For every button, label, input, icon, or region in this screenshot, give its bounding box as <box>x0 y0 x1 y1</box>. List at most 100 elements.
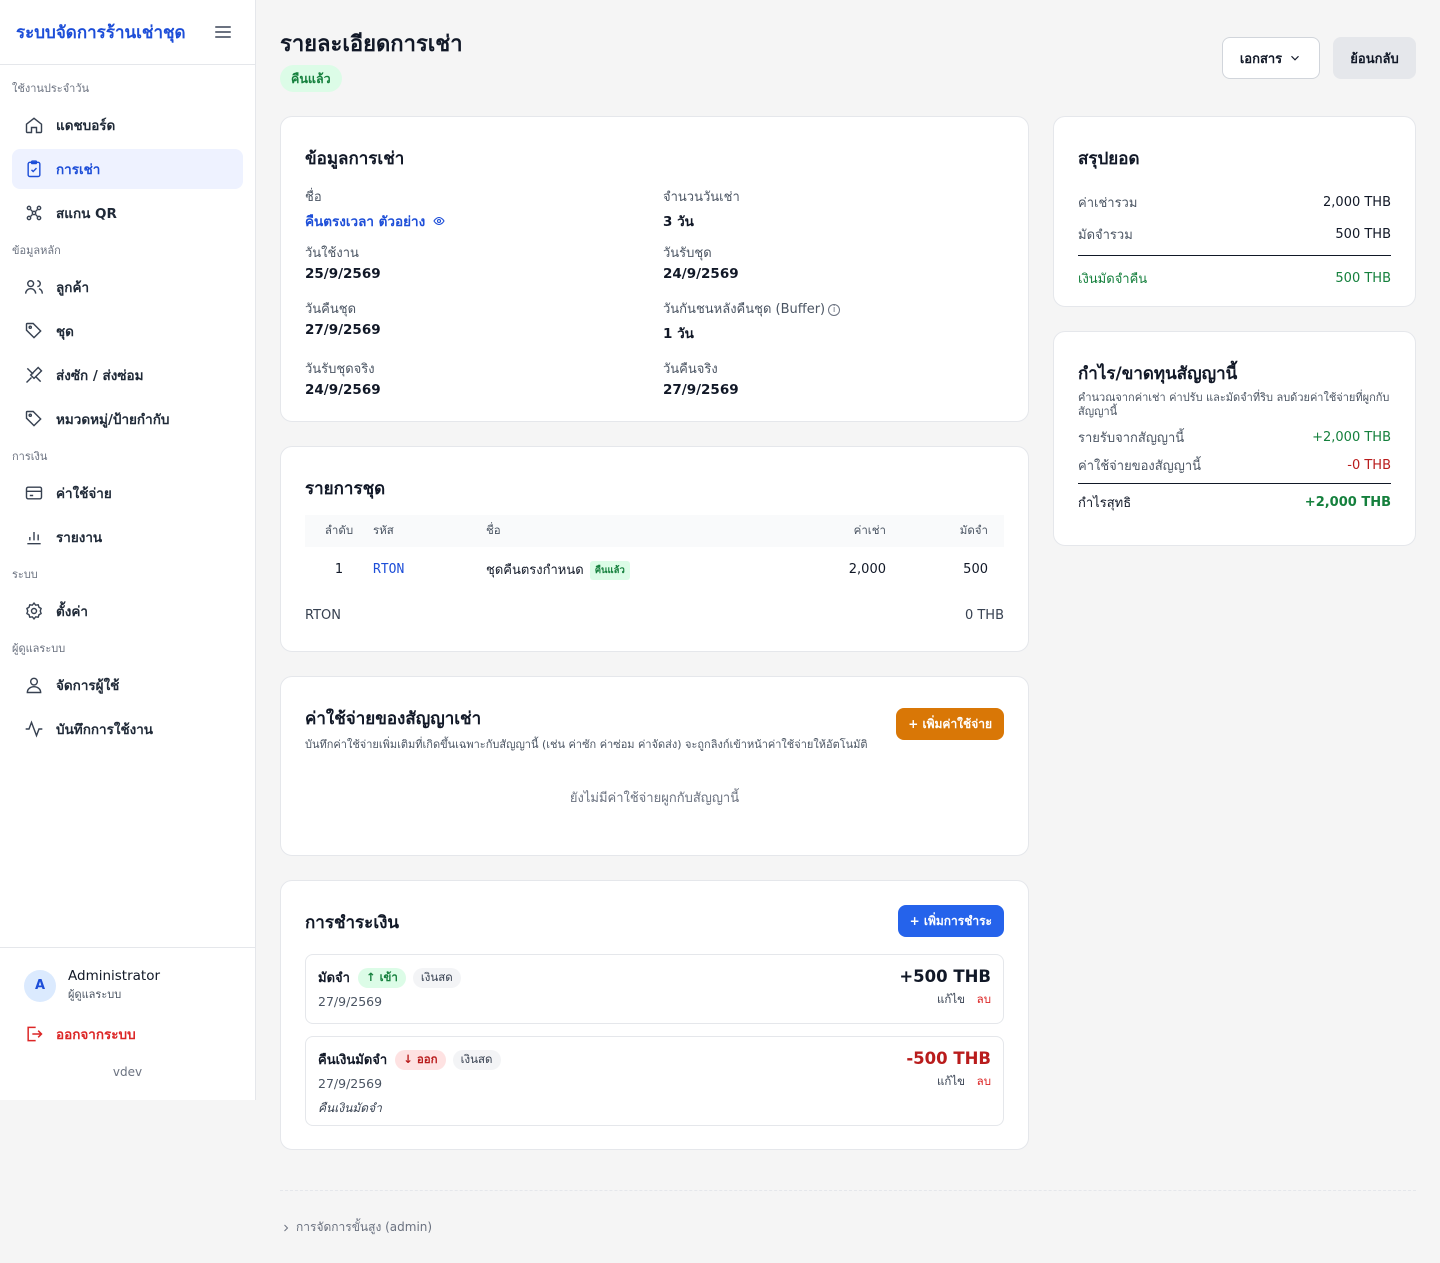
profit-loss-card: กำไร/ขาดทุนสัญญานี้ คำนวณจากค่าเช่า ค่าป… <box>1053 331 1416 546</box>
sidebar-item-dashboard[interactable]: แดชบอร์ด <box>12 105 243 145</box>
method-badge: เงินสด <box>452 1049 501 1070</box>
pickup-date-label: วันรับชุด <box>663 246 712 261</box>
page-title: รายละเอียดการเช่า <box>280 32 463 57</box>
actual-pickup-label: วันรับชุดจริง <box>305 362 375 377</box>
status-badge: คืนแล้ว <box>280 65 342 92</box>
cell-no: 1 <box>334 561 344 577</box>
profit-subtitle: คำนวณจากค่าเช่า ค่าปรับ และมัดจำที่ริบ ล… <box>1078 391 1390 418</box>
payment-date: 27/9/2569 <box>318 1076 383 1091</box>
sidebar-item-activity-log[interactable]: บันทึกการใช้งาน <box>12 709 243 749</box>
outfit-name: ชุดคืนตรงกำหนด <box>486 562 584 578</box>
logout-button[interactable]: ออกจากระบบ <box>24 1023 231 1045</box>
expenses-subtitle: บันทึกค่าใช้จ่ายเพิ่มเติมที่เกิดขึ้นเฉพา… <box>305 738 868 751</box>
net-value: +2,000 THB <box>1304 494 1391 510</box>
sidebar-item-expenses[interactable]: ค่าใช้จ่าย <box>12 473 243 513</box>
sidebar-item-label: ค่าใช้จ่าย <box>56 486 112 502</box>
credit-card-icon <box>25 486 43 500</box>
deposit-total-value: 500 THB <box>1335 226 1391 242</box>
expense-label: ค่าใช้จ่ายของสัญญานี้ <box>1078 458 1202 474</box>
expense-row: ค่าใช้จ่ายของสัญญานี้ -0 THB <box>1078 455 1391 475</box>
refund-label: เงินมัดจำคืน <box>1078 271 1148 287</box>
rental-items-card: รายการชุด ลำดับ รหัส ชื่อ ค่าเช่า มัดจำ … <box>280 446 1029 652</box>
col-code: รหัส <box>373 523 394 537</box>
version-label: vdev <box>112 1065 143 1079</box>
return-date-value: 27/9/2569 <box>305 322 381 338</box>
sidebar-item-reports[interactable]: รายงาน <box>12 517 243 557</box>
sidebar-item-scan-qr[interactable]: สแกน QR <box>12 193 243 233</box>
col-rent: ค่าเช่า <box>853 523 886 537</box>
back-button[interactable]: ย้อนกลับ <box>1333 37 1416 79</box>
edit-payment-link[interactable]: แก้ไข <box>936 992 965 1006</box>
actual-pickup-value: 24/9/2569 <box>305 382 381 398</box>
expense-value: -0 THB <box>1347 457 1391 473</box>
buffer-value: 1 วัน <box>663 326 694 342</box>
income-value: +2,000 THB <box>1312 429 1391 445</box>
user-name: Administrator <box>68 968 161 984</box>
sidebar-item-label: ลูกค้า <box>56 280 90 296</box>
use-date-label: วันใช้งาน <box>305 246 359 261</box>
buffer-label: วันกันชนหลังคืนชุด (Buffer) i <box>663 298 841 319</box>
delete-payment-link[interactable]: ลบ <box>976 992 991 1006</box>
gear-icon <box>26 601 42 621</box>
sidebar-item-label: ชุด <box>56 324 74 340</box>
contract-expenses-card: ค่าใช้จ่ายของสัญญาเช่า บันทึกค่าใช้จ่ายเ… <box>280 676 1029 856</box>
add-payment-button[interactable]: + เพิ่มการชำระ <box>897 905 1004 937</box>
advanced-admin-label: การจัดการขั้นสูง (admin) <box>296 1220 433 1234</box>
section-finance: การเงิน <box>12 450 48 463</box>
cell-rent: 2,000 <box>848 561 886 577</box>
summary-title: สรุปยอด <box>1078 149 1140 169</box>
payment-item: มัดจำ ↑ เข้า เงินสด 27/9/2569 +500 THB แ… <box>305 954 1004 1024</box>
sidebar-item-settings[interactable]: ตั้งค่า <box>12 591 243 631</box>
footer-divider <box>280 1190 1416 1191</box>
rental-items-title: รายการชุด <box>305 479 386 499</box>
sidebar-item-user-management[interactable]: จัดการผู้ใช้ <box>12 665 243 705</box>
sidebar-item-laundry-repair[interactable]: ส่งซัก / ส่งซ่อม <box>12 355 243 395</box>
payment-amount: -500 THB <box>906 1049 991 1068</box>
col-deposit: มัดจำ <box>959 523 988 537</box>
documents-dropdown-button[interactable]: เอกสาร <box>1222 37 1320 79</box>
customer-name: คืนตรงเวลา ตัวอย่าง <box>305 214 426 230</box>
method-badge: เงินสด <box>412 967 461 988</box>
refund-value: 500 THB <box>1335 270 1391 286</box>
sidebar-item-outfits[interactable]: ชุด <box>12 311 243 351</box>
sidebar-item-label: สแกน QR <box>56 206 117 222</box>
rent-total-row: ค่าเช่ารวม 2,000 THB <box>1078 192 1391 212</box>
qr-scan-icon <box>26 205 42 221</box>
cell-code-link[interactable]: RTON <box>373 561 405 577</box>
refund-row: เงินมัดจำคืน 500 THB <box>1078 268 1391 288</box>
actual-return-value: 27/9/2569 <box>663 382 739 398</box>
sidebar-item-label: รายงาน <box>56 530 103 546</box>
sidebar-item-customers[interactable]: ลูกค้า <box>12 267 243 307</box>
rental-info-title: ข้อมูลการเช่า <box>305 149 405 169</box>
sidebar-item-rentals[interactable]: การเช่า <box>12 149 243 189</box>
items-footer-code: RTON <box>305 608 341 623</box>
edit-payment-link[interactable]: แก้ไข <box>936 1074 965 1088</box>
name-label: ชื่อ <box>305 190 322 205</box>
user-role: ผู้ดูแลระบบ <box>68 988 122 1001</box>
delete-payment-link[interactable]: ลบ <box>976 1074 991 1088</box>
logout-label: ออกจากระบบ <box>56 1027 136 1043</box>
items-footer-amount: 0 THB <box>964 608 1004 623</box>
brand-title[interactable]: ระบบจัดการร้านเช่าชุด <box>16 22 186 43</box>
chevron-down-icon <box>1291 55 1300 61</box>
sidebar-item-categories[interactable]: หมวดหมู่/ป้ายกำกับ <box>12 399 243 439</box>
bar-chart-icon <box>27 532 41 545</box>
cell-deposit: 500 <box>963 561 988 577</box>
sidebar-item-label: หมวดหมู่/ป้ายกำกับ <box>56 412 170 428</box>
user-profile[interactable]: A Administrator ผู้ดูแลระบบ <box>24 968 231 1003</box>
sidebar-header: ระบบจัดการร้านเช่าชุด <box>0 0 255 65</box>
return-date-label: วันคืนชุด <box>305 302 357 317</box>
cell-name: ชุดคืนตรงกำหนด คืนแล้ว <box>486 559 786 580</box>
tag-icon <box>25 322 42 339</box>
customer-name-link[interactable]: คืนตรงเวลา ตัวอย่าง <box>305 210 445 232</box>
items-table: ลำดับ รหัส ชื่อ ค่าเช่า มัดจำ 1 RTON ชุด… <box>305 515 1004 591</box>
rental-info-card: ข้อมูลการเช่า ชื่อ คืนตรงเวลา ตัวอย่าง จ… <box>280 116 1029 422</box>
sidebar-item-label: การเช่า <box>56 162 101 178</box>
menu-toggle-icon[interactable] <box>215 26 231 38</box>
advanced-admin-link[interactable]: การจัดการขั้นสูง (admin) <box>280 1218 432 1237</box>
info-icon[interactable]: i <box>828 304 841 316</box>
payment-title: มัดจำ <box>318 971 350 986</box>
income-row: รายรับจากสัญญานี้ +2,000 THB <box>1078 427 1391 447</box>
section-daily: ใช้งานประจำวัน <box>12 82 90 95</box>
add-expense-button[interactable]: + เพิ่มค่าใช้จ่าย <box>896 708 1004 740</box>
